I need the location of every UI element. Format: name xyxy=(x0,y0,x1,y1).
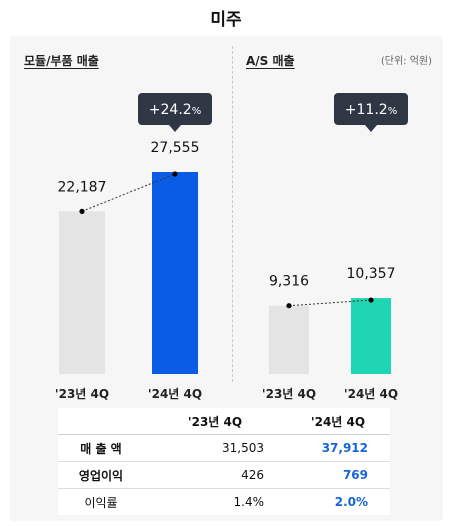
op-income-24q4: 769 xyxy=(286,461,390,489)
row-label-op-income: 영업이익 xyxy=(58,461,144,489)
as-growth-callout-pointer xyxy=(365,125,377,132)
unit-label: (단위: 억원) xyxy=(380,56,432,67)
as-trend-dot-0 xyxy=(286,303,292,309)
module-bar-1 xyxy=(152,172,198,374)
table-header-24q4: '24년 4Q xyxy=(286,408,390,435)
as-bar-0 xyxy=(269,305,309,374)
as-growth-label: +11.2% xyxy=(345,102,397,118)
as-bar-1 xyxy=(351,298,391,374)
module-growth-callout xyxy=(138,93,212,125)
revenue-23q4: 31,503 xyxy=(144,434,286,462)
row-label-margin: 이익률 xyxy=(84,495,118,510)
as-value-label-0: 9,316 xyxy=(269,274,309,290)
as-trend-line xyxy=(288,299,372,307)
as-value-label-1: 10,357 xyxy=(347,266,396,282)
table-header-23q4: '23년 4Q xyxy=(144,408,286,435)
row-label-revenue: 매 출 액 xyxy=(58,434,144,462)
module-trend-dot-1 xyxy=(172,171,178,177)
module-sales-title: 모듈/부품 매출 xyxy=(24,54,99,68)
module-category-label-0: '23년 4Q xyxy=(55,387,109,401)
revenue-24q4: 37,912 xyxy=(286,434,390,462)
module-value-label-0: 22,187 xyxy=(58,179,107,195)
margin-24q4: 2.0% xyxy=(334,495,368,509)
page-title: 미주 xyxy=(210,10,242,30)
as-category-label-0: '23년 4Q xyxy=(262,387,316,401)
module-growth-unit: % xyxy=(192,106,202,117)
table-row: 영업이익 426 769 xyxy=(58,461,390,489)
module-value-label-1: 27,555 xyxy=(151,140,200,156)
op-income-23q4: 426 xyxy=(144,461,286,489)
as-category-label-1: '24년 4Q xyxy=(344,387,398,401)
table-row: 이익률 1.4% 2.0% xyxy=(58,489,390,516)
as-growth-unit: % xyxy=(388,106,398,117)
module-trend-dot-0 xyxy=(79,208,85,214)
module-trend-line xyxy=(81,173,176,212)
module-growth-callout-pointer xyxy=(169,125,181,132)
table-row: 매 출 액 31,503 37,912 xyxy=(58,434,390,462)
as-trend-dot-1 xyxy=(368,297,374,303)
as-growth-callout xyxy=(334,93,408,125)
as-sales-title: A/S 매출 xyxy=(246,54,295,68)
table-header-empty xyxy=(58,408,144,435)
panel-divider xyxy=(232,46,233,382)
summary-table: '23년 4Q '24년 4Q 매 출 액 31,503 37,912 영업이익… xyxy=(58,408,390,515)
module-category-label-1: '24년 4Q xyxy=(148,387,202,401)
margin-23q4: 1.4% xyxy=(233,495,265,509)
module-bar-0 xyxy=(59,211,105,374)
module-growth-label: +24.2% xyxy=(149,102,201,118)
